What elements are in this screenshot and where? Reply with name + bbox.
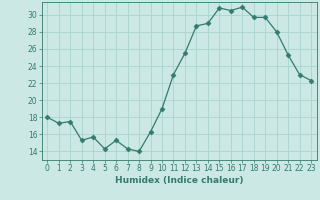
X-axis label: Humidex (Indice chaleur): Humidex (Indice chaleur) <box>115 176 244 185</box>
